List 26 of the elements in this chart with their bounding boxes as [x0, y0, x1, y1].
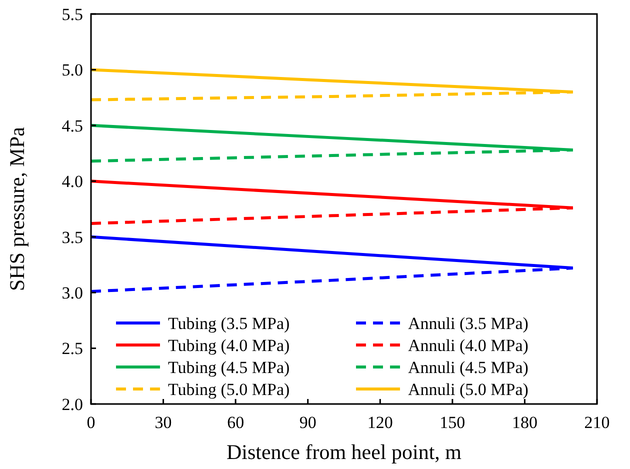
x-tick-label: 60: [227, 413, 244, 432]
y-tick-label: 3.0: [62, 284, 83, 303]
x-tick-label: 90: [299, 413, 316, 432]
legend-label: Annuli (4.0 MPa): [408, 336, 528, 355]
x-tick-label: 180: [512, 413, 538, 432]
legend-label: Tubing (3.5 MPa): [168, 314, 290, 333]
x-tick-label: 120: [367, 413, 393, 432]
x-tick-label: 0: [86, 413, 96, 432]
legend-label: Tubing (4.0 MPa): [168, 336, 290, 355]
y-tick-label: 4.0: [62, 172, 83, 192]
y-axis-title: SHS pressure, MPa: [5, 126, 29, 291]
y-tick-label: 5.0: [62, 60, 83, 80]
x-tick-label: 30: [154, 413, 172, 432]
legend-label: Annuli (3.5 MPa): [408, 314, 528, 333]
y-tick-label: 5.5: [62, 4, 83, 24]
y-tick-label: 2.5: [62, 339, 83, 358]
legend-label: Annuli (5.0 MPa): [408, 380, 528, 399]
y-tick-label: 3.5: [62, 228, 83, 247]
x-tick-label: 210: [584, 413, 610, 432]
legend-label: Annuli (4.5 MPa): [408, 358, 528, 377]
y-tick-label: 4.5: [62, 116, 83, 136]
legend-label: Tubing (5.0 MPa): [168, 380, 290, 399]
legend-label: Tubing (4.5 MPa): [168, 358, 290, 377]
y-tick-label: 2.0: [62, 394, 83, 414]
x-tick-label: 150: [440, 413, 466, 432]
x-axis-title: Distence from heel point, m: [226, 440, 462, 464]
